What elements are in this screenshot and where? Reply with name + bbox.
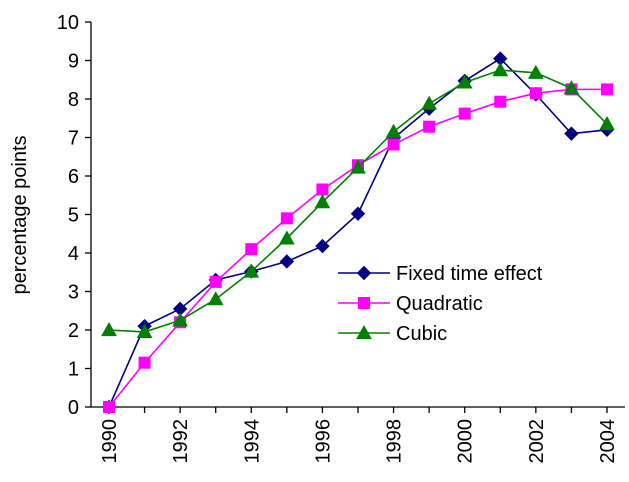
series-quadratic (103, 83, 613, 413)
series-line-quadratic (108, 88, 607, 408)
legend-label: Quadratic (396, 293, 483, 315)
series-line-fixed-time-effect (108, 57, 608, 408)
series-layer (101, 51, 615, 415)
y-tick-label: 6 (68, 166, 79, 188)
legend: Fixed time effect Quadratic Cubic (338, 263, 543, 345)
y-tick-label: 8 (68, 89, 79, 111)
data-point-cubic (243, 263, 260, 278)
legend-item-cubic: Cubic (338, 323, 447, 345)
y-tick-label: 5 (68, 205, 79, 227)
data-point-cubic (421, 95, 437, 110)
data-point-quadratic (458, 107, 471, 120)
data-point-quadratic (245, 243, 258, 256)
legend-swatch-marker (356, 265, 372, 281)
data-point-fixed-time-effect (279, 254, 295, 269)
legend-item-quadratic: Quadratic (338, 293, 483, 315)
data-point-cubic (456, 74, 473, 89)
legend-swatch-marker (358, 297, 370, 309)
data-point-fixed-time-effect (315, 238, 330, 254)
y-tick-label: 9 (68, 51, 79, 73)
data-point-cubic (599, 115, 615, 131)
legend-label: Cubic (396, 323, 447, 345)
data-point-quadratic (280, 212, 293, 225)
data-point-cubic (563, 80, 580, 95)
x-tick-label: 1996 (312, 419, 334, 464)
y-tick-label: 4 (68, 243, 79, 265)
x-tick-label: 2002 (526, 419, 548, 464)
data-point-fixed-time-effect (564, 126, 579, 141)
data-point-cubic (528, 64, 544, 79)
x-tick-labels: 1990 1992 1994 1996 1998 2000 2002 2004 (99, 419, 619, 464)
data-point-fixed-time-effect (350, 206, 366, 221)
x-tick-label: 2000 (455, 419, 477, 464)
data-point-cubic (492, 62, 509, 77)
x-tick-label: 1994 (241, 419, 263, 464)
data-point-cubic (350, 159, 366, 174)
data-point-cubic (101, 321, 117, 337)
data-point-quadratic (209, 275, 222, 288)
data-point-cubic (207, 291, 224, 306)
data-point-cubic (279, 230, 295, 245)
y-tick-label: 10 (57, 12, 79, 34)
data-point-cubic (385, 123, 402, 138)
legend-swatch-marker (356, 324, 372, 340)
legend-label: Fixed time effect (396, 263, 543, 285)
data-point-quadratic (387, 138, 400, 151)
series-cubic (101, 62, 615, 339)
data-point-cubic (172, 312, 188, 327)
y-tick-label: 0 (68, 397, 79, 419)
y-tick-label: 2 (68, 320, 79, 342)
y-tick-label: 3 (68, 282, 79, 304)
data-point-quadratic (494, 95, 507, 108)
y-tick-labels: 0 1 2 3 4 5 6 7 8 9 10 (57, 12, 79, 419)
y-axis-title: percentage points (9, 135, 31, 294)
data-point-quadratic (601, 83, 613, 96)
data-point-quadratic (103, 401, 115, 413)
data-point-cubic (136, 323, 153, 339)
data-point-quadratic (138, 356, 151, 369)
legend-item-fixed-time-effect: Fixed time effect (338, 263, 543, 285)
data-point-cubic (314, 194, 331, 209)
y-tick-label: 7 (68, 128, 79, 150)
data-point-quadratic (423, 120, 436, 133)
x-tick-label: 1990 (99, 419, 121, 464)
data-point-quadratic (316, 183, 329, 196)
x-tick-label: 1992 (170, 419, 192, 464)
y-tick-label: 1 (68, 359, 79, 381)
x-tick-label: 2004 (597, 419, 619, 464)
series-line-cubic (108, 69, 608, 333)
series-fixed-time-effect (101, 51, 615, 415)
x-tick-label: 1998 (384, 419, 406, 464)
data-point-quadratic (529, 87, 542, 100)
